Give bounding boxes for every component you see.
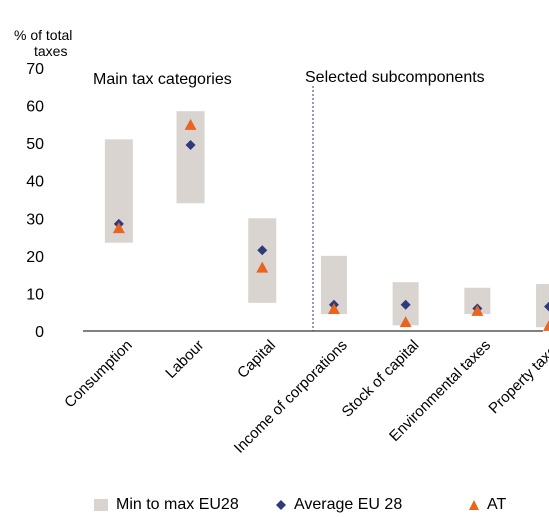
at-markers [112,118,549,331]
legend-label-range: Min to max EU28 [116,496,239,513]
x-tick-label: Capital [234,337,279,382]
at-marker [112,222,125,234]
at-marker [471,304,484,316]
legend-label-at: AT [487,496,507,513]
y-tick-label: 30 [26,211,44,228]
group-label-sub: Selected subcomponents [305,69,485,86]
y-tick-label: 20 [26,249,44,266]
at-marker [543,319,549,331]
y-tick-label: 60 [26,99,44,116]
y-tick-label: 50 [26,136,44,153]
at-marker [184,118,197,130]
range-bar [248,218,277,303]
y-tick-label: 70 [26,61,44,78]
range-bar [536,284,549,328]
range-bars [104,111,549,328]
y-axis-ticks: 0 10 20 30 40 50 60 70 [26,61,44,341]
x-tick-label: Consumption [61,337,136,412]
x-tick-label: Property taxes [485,337,549,417]
average-marker [185,140,196,151]
average-marker [257,245,268,256]
legend-item-range: Min to max EU28 [94,494,239,516]
y-tick-label: 0 [35,324,44,341]
at-marker [256,261,269,273]
diamond-icon [276,500,286,510]
range-swatch-icon [94,499,108,511]
average-marker [400,299,411,310]
at-marker [327,302,340,314]
triangle-icon [469,500,479,510]
average-markers [113,140,549,314]
y-axis-title: % of total taxes [14,27,72,59]
at-marker [399,316,412,328]
legend: Min to max EU28 Average EU 28 AT [0,494,549,516]
legend-item-at: AT [469,494,506,516]
average-marker [544,301,549,312]
legend-item-average: Average EU 28 [276,494,402,516]
x-tick-label: Labour [162,337,207,382]
group-label-main: Main tax categories [93,71,232,88]
y-tick-label: 10 [26,286,44,303]
legend-label-average: Average EU 28 [294,496,403,513]
y-tick-label: 40 [26,174,44,191]
